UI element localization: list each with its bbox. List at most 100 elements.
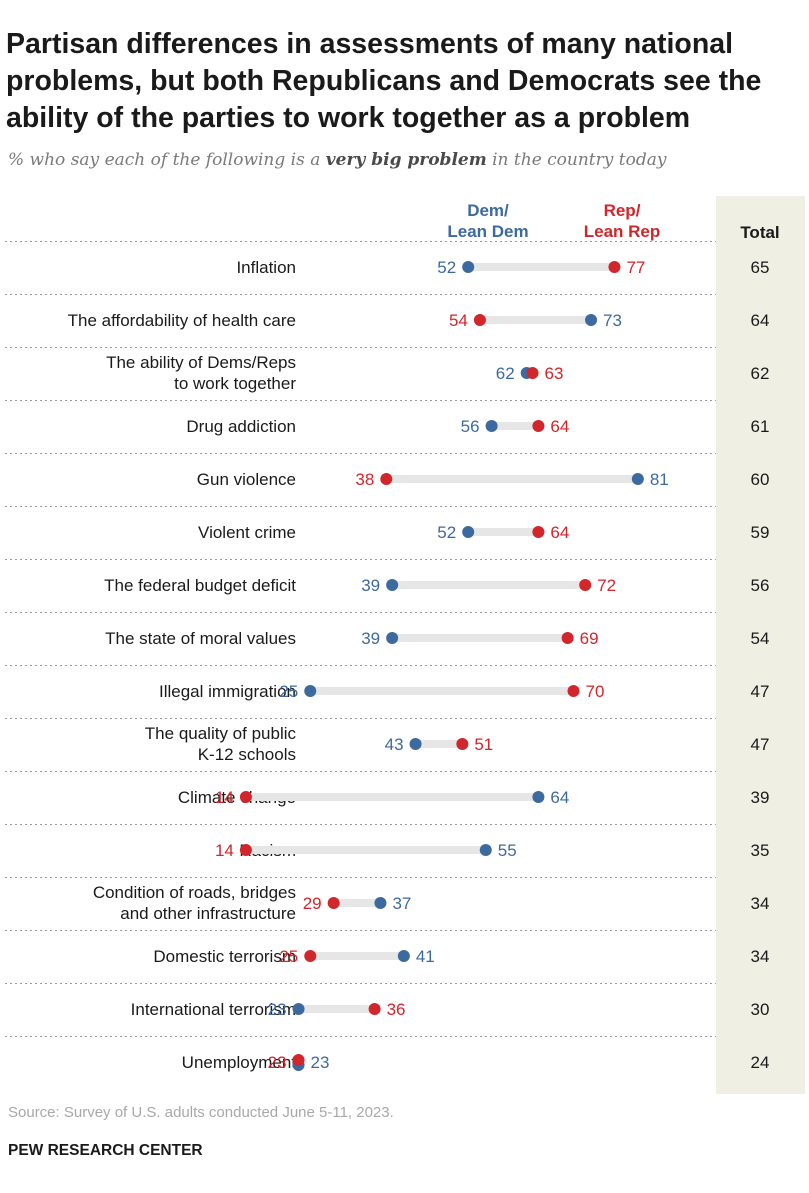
rep-value-label: 69: [580, 629, 599, 648]
dem-dot: [462, 261, 475, 273]
total-value: 34: [751, 894, 770, 913]
dot-plot-chart: Dem/Lean Dem Rep/Lean Rep Total Inflation 52…: [5, 196, 805, 1094]
dem-dot: [386, 579, 399, 591]
subtitle-text-before: % who say each of the following is a: [8, 150, 326, 170]
rep-dot: [526, 367, 539, 379]
total-value: 62: [751, 364, 770, 383]
category-label: The state of moral values: [105, 629, 296, 648]
subtitle-emphasis: very big problem: [325, 150, 487, 170]
source-note: Source: Survey of U.S. adults conducted …: [8, 1104, 394, 1121]
category-label: International terrorism: [131, 1000, 296, 1019]
category-label: Inflation: [236, 258, 296, 277]
rep-value-label: 77: [626, 258, 645, 277]
rep-dot: [380, 473, 393, 485]
chart-title: Partisan differences in assessments of m…: [6, 28, 762, 134]
rep-dot: [532, 526, 545, 538]
category-label: to work together: [174, 374, 296, 393]
rep-dot: [608, 261, 621, 273]
rep-dot: [292, 1054, 305, 1066]
dem-value-label: 62: [496, 364, 515, 383]
rep-dot: [239, 844, 252, 856]
dem-value-label: 56: [461, 417, 480, 436]
rep-value-label: 38: [355, 470, 374, 489]
dem-value-label: 37: [392, 894, 411, 913]
dem-dot: [374, 897, 387, 909]
dem-dot: [479, 844, 492, 856]
category-label: Violent crime: [198, 523, 296, 542]
dem-value-label: 39: [361, 629, 380, 648]
category-label: The ability of Dems/Reps: [106, 353, 296, 372]
dem-dot: [397, 950, 410, 962]
dem-value-label: 81: [650, 470, 669, 489]
rep-dot: [532, 420, 545, 432]
total-value: 47: [751, 735, 770, 754]
rep-dot: [567, 685, 580, 697]
rep-dot: [579, 579, 592, 591]
rep-value-label: 72: [597, 576, 616, 595]
dem-dot: [585, 314, 598, 326]
category-label: K-12 schools: [198, 745, 296, 764]
rep-value-label: 14: [215, 841, 234, 860]
dem-value-label: 52: [437, 258, 456, 277]
dem-value-label: 41: [416, 947, 435, 966]
total-value: 47: [751, 682, 770, 701]
category-label: The affordability of health care: [68, 311, 296, 330]
rep-dot: [327, 897, 340, 909]
category-label: Condition of roads, bridges: [93, 883, 296, 902]
dem-value-label: 52: [437, 523, 456, 542]
dem-dot: [532, 791, 545, 803]
rep-dot: [473, 314, 486, 326]
rep-dot: [304, 950, 317, 962]
total-value: 61: [751, 417, 770, 436]
dem-value-label: 23: [268, 1000, 287, 1019]
category-label: Climate change: [178, 788, 296, 807]
dem-value-label: 55: [498, 841, 517, 860]
category-label: Domestic terrorism: [153, 947, 296, 966]
dem-value-label: 73: [603, 311, 622, 330]
rep-header-line: Lean Rep: [584, 222, 661, 241]
rep-dot: [456, 738, 469, 750]
subtitle-text-after: in the country today: [486, 150, 667, 170]
rep-value-label: 36: [387, 1000, 406, 1019]
rep-value-label: 70: [586, 682, 605, 701]
category-label: Gun violence: [197, 470, 296, 489]
dem-value-label: 43: [385, 735, 404, 754]
total-value: 60: [751, 470, 770, 489]
rep-value-label: 63: [545, 364, 564, 383]
total-header: Total: [740, 223, 779, 242]
total-value: 54: [751, 629, 770, 648]
dem-dot: [485, 420, 498, 432]
rep-value-label: 51: [474, 735, 493, 754]
rep-value-label: 29: [303, 894, 322, 913]
total-value: 64: [751, 311, 770, 330]
chart-subtitle: % who say each of the following is a ver…: [8, 150, 808, 170]
category-label: The federal budget deficit: [104, 576, 296, 595]
rep-dot: [561, 632, 574, 644]
total-value: 56: [751, 576, 770, 595]
category-label: The quality of public: [145, 724, 297, 743]
dem-value-label: 23: [311, 1053, 330, 1072]
category-label: and other infrastructure: [120, 904, 296, 923]
dem-header-line: Lean Dem: [447, 222, 528, 241]
dem-value-label: 39: [361, 576, 380, 595]
dem-dot: [409, 738, 422, 750]
dem-value-label: 25: [279, 682, 298, 701]
rep-value-label: 25: [279, 947, 298, 966]
rep-dot: [368, 1003, 381, 1015]
category-label: Unemployment: [182, 1053, 297, 1072]
rep-value-label: 54: [449, 311, 468, 330]
dem-dot: [386, 632, 399, 644]
rep-value-label: 64: [550, 417, 569, 436]
rep-value-label: 64: [550, 523, 569, 542]
dem-dot: [292, 1003, 305, 1015]
dem-value-label: 64: [550, 788, 569, 807]
total-value: 24: [751, 1053, 770, 1072]
dem-dot: [631, 473, 644, 485]
total-value: 39: [751, 788, 770, 807]
rep-dot: [239, 791, 252, 803]
dem-header-line: Dem/: [467, 201, 509, 220]
dem-dot: [304, 685, 317, 697]
credit-label: PEW RESEARCH CENTER: [8, 1142, 203, 1159]
total-value: 30: [751, 1000, 770, 1019]
category-label: Drug addiction: [186, 417, 296, 436]
